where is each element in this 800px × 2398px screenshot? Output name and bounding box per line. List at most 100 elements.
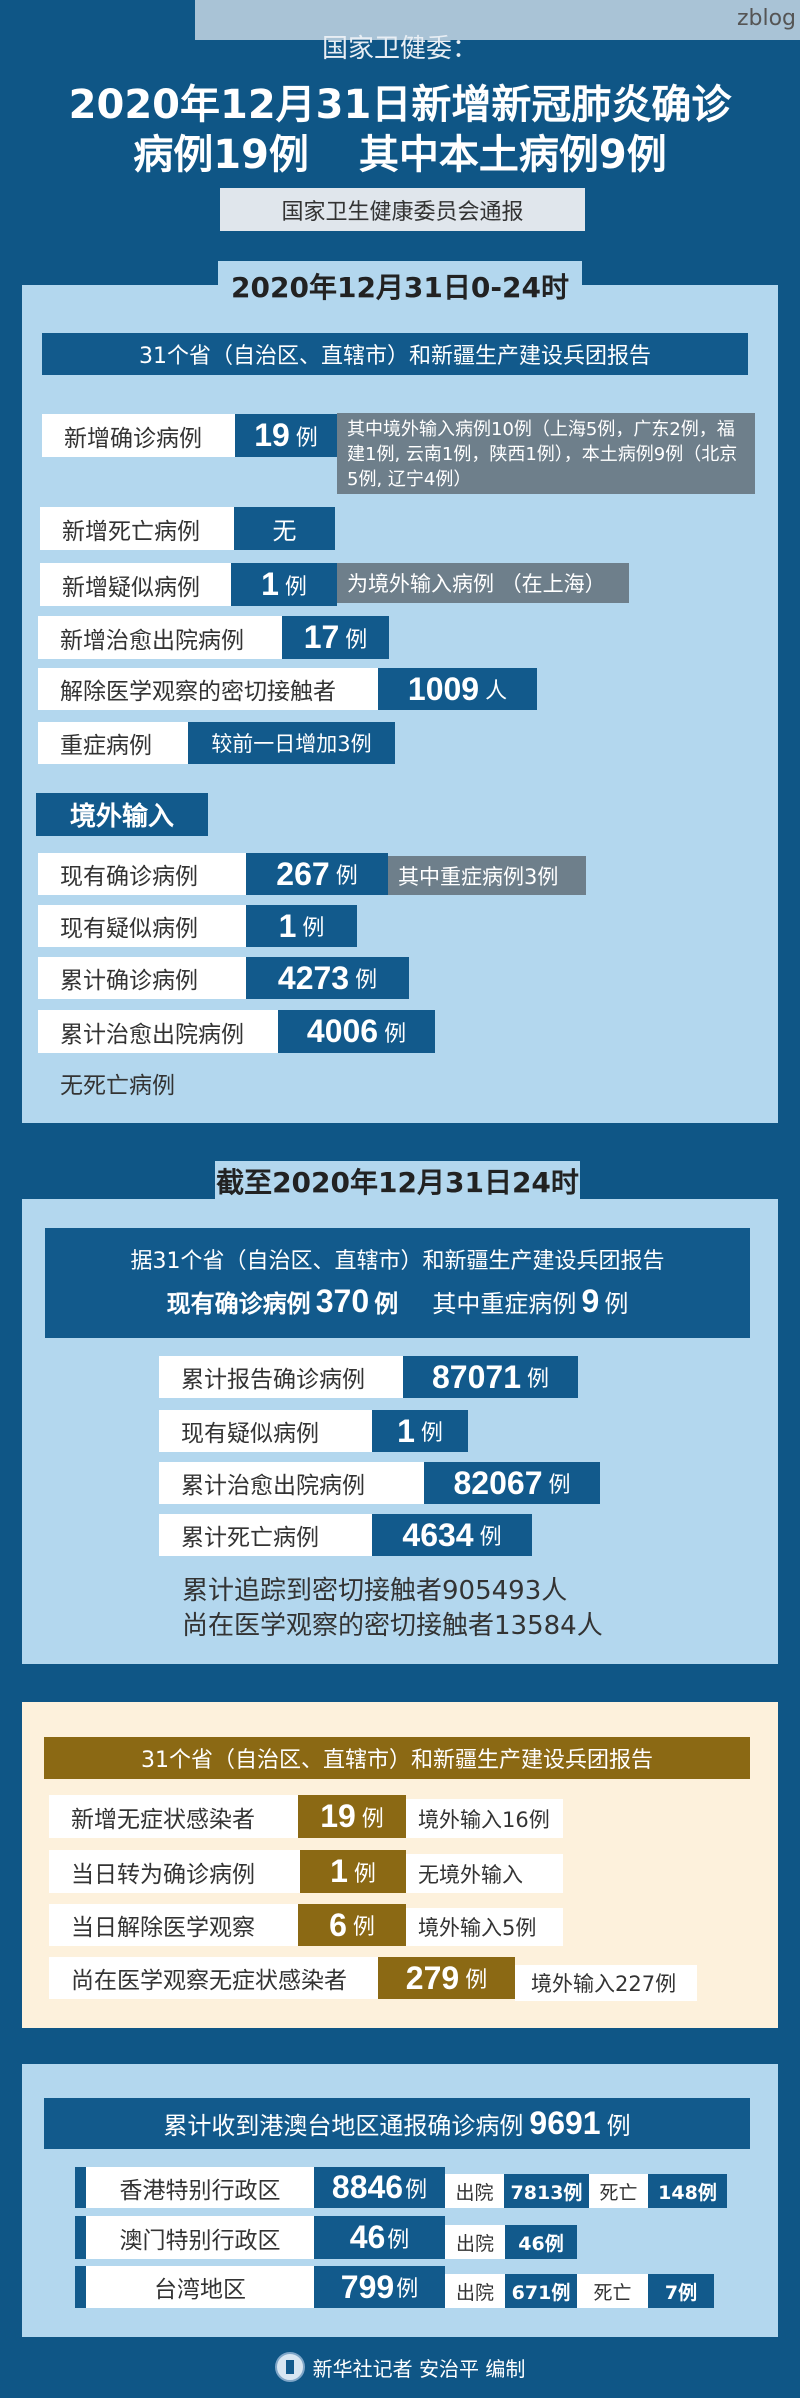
row-label: 新增治愈出院病例 [38,616,282,659]
row-label: 新增死亡病例 [40,507,234,550]
title-local: 其中本土病例9例 [358,132,667,178]
row-label: 累计治愈出院病例 [159,1462,424,1504]
row-value: 1009 人 [378,668,537,710]
value-unit: 例 [352,1915,375,1940]
region-value: 799 例 [314,2266,445,2308]
value-unit: 例 [361,1806,384,1832]
value-number: 4006 [306,1013,379,1049]
row-label: 现有确诊病例 [38,853,246,895]
value-unit: 例 [302,916,325,941]
row-note: 其中重症病例3例 [388,856,586,895]
discharged-value: 7813例 [504,2174,589,2208]
daily-tab: 2020年12月31日0-24时 [218,261,582,311]
value-unit: 例 [526,1367,549,1392]
region-label: 香港特别行政区 [86,2167,314,2208]
region-label: 澳门特别行政区 [86,2216,314,2259]
value-unit: 例 [345,627,368,653]
discharged-label: 出院 [445,2174,504,2208]
value-number: 1 [330,1853,348,1889]
value-number: 4273 [277,959,350,996]
value-unit: 例 [405,2177,428,2203]
row-label: 累计死亡病例 [159,1514,372,1556]
row-value: 19 例 [298,1795,406,1838]
region-value: 46 例 [314,2216,445,2259]
row-value: 19 例 [235,414,337,457]
cumulative-tab: 截至2020年12月31日24时 [215,1161,580,1201]
discharged-label: 出院 [445,2274,505,2308]
source-box: 国家卫生健康委员会通报 [220,188,585,231]
hmt-total-unit: 例 [606,2112,631,2140]
row-note: 境外输入16例 [406,1799,563,1838]
row-label: 现有疑似病例 [38,905,246,947]
discharged-value: 671例 [505,2274,577,2308]
row-value: 82067 例 [424,1462,600,1504]
value-number: 6 [329,1906,347,1943]
imported-heading: 境外输入 [36,793,208,836]
value-unit: 例 [335,864,358,889]
value-number: 17 [303,619,340,655]
row-value: 4634 例 [372,1514,532,1556]
page-title-line1: 2020年12月31日新增新冠肺炎确诊 [68,82,732,128]
severe-number: 9 [581,1283,600,1319]
hmt-total-bar: 累计收到港澳台地区通报确诊病例 9691 例 [44,2098,750,2149]
row-label: 重症病例 [38,722,188,764]
row-label: 当日解除医学观察 [49,1904,298,1946]
value-number: 279 [405,1959,460,1996]
row-label: 新增确诊病例 [42,414,235,457]
value-number: 19 [320,1798,356,1834]
current-label: 现有确诊病例 [166,1290,311,1318]
region-label: 台湾地区 [86,2266,314,2308]
row-accent [75,2167,86,2208]
no-death-text: 无死亡病例 [60,1073,175,1099]
hmt-total-number: 9691 [529,2105,601,2141]
cumulative-report-box: 据31个省（自治区、直辖市）和新疆生产建设兵团报告 现有确诊病例 370 例 其… [45,1228,750,1338]
footer: 新华社记者 安治平 编制 [0,2350,800,2384]
watermark: zblog [736,6,796,31]
row-label: 现有疑似病例 [159,1410,372,1452]
row-label: 累计报告确诊病例 [159,1356,403,1398]
row-note: 为境外输入病例 （在上海） [337,563,629,603]
value-unit: 例 [353,1861,376,1887]
value-unit: 例 [420,1421,443,1446]
value-number: 799 [340,2268,395,2305]
row-label: 累计确诊病例 [38,957,246,999]
value-unit: 例 [396,2277,419,2302]
observing-contacts: 尚在医学观察的密切接触者13584人 [182,1611,603,1641]
row-note: 较前一日增加3例 [188,722,395,764]
row-value: 87071 例 [403,1356,578,1398]
death-label: 死亡 [589,2174,648,2208]
value-number: 87071 [432,1358,521,1395]
footer-credit: 新华社记者 安治平 编制 [312,2356,526,2381]
value-number: 46 [349,2219,386,2255]
current-number: 370 [315,1283,370,1319]
asymptomatic-report-bar: 31个省（自治区、直辖市）和新疆生产建设兵团报告 [44,1737,750,1779]
row-label: 当日转为确诊病例 [49,1850,300,1893]
death-label: 死亡 [577,2274,648,2308]
row-value: 279 例 [378,1957,515,1999]
watermark-overlay [195,0,800,40]
page-title-line2: 病例19例 其中本土病例9例 [0,122,800,180]
row-note: 无境外输入 [406,1854,563,1893]
value-number: 无 [272,517,297,545]
discharged-value: 46例 [505,2225,577,2259]
row-accent [75,2266,86,2308]
value-unit: 例 [548,1473,571,1498]
death-value: 148例 [648,2174,727,2208]
discharged-label: 出院 [445,2225,505,2259]
row-note: 境外输入5例 [406,1908,563,1946]
row-label: 新增无症状感染者 [49,1795,298,1838]
row-value: 4006 例 [278,1010,435,1053]
value-unit: 例 [284,574,307,600]
traced-contacts: 累计追踪到密切接触者905493人 [182,1576,568,1606]
org-title: 国家卫健委： [321,34,478,64]
value-number: 1009 [407,670,480,707]
value-number: 19 [254,417,290,453]
row-value: 无 [234,507,335,550]
value-unit: 例 [465,1968,488,1993]
value-unit: 例 [295,425,318,451]
value-unit: 例 [387,2227,410,2253]
